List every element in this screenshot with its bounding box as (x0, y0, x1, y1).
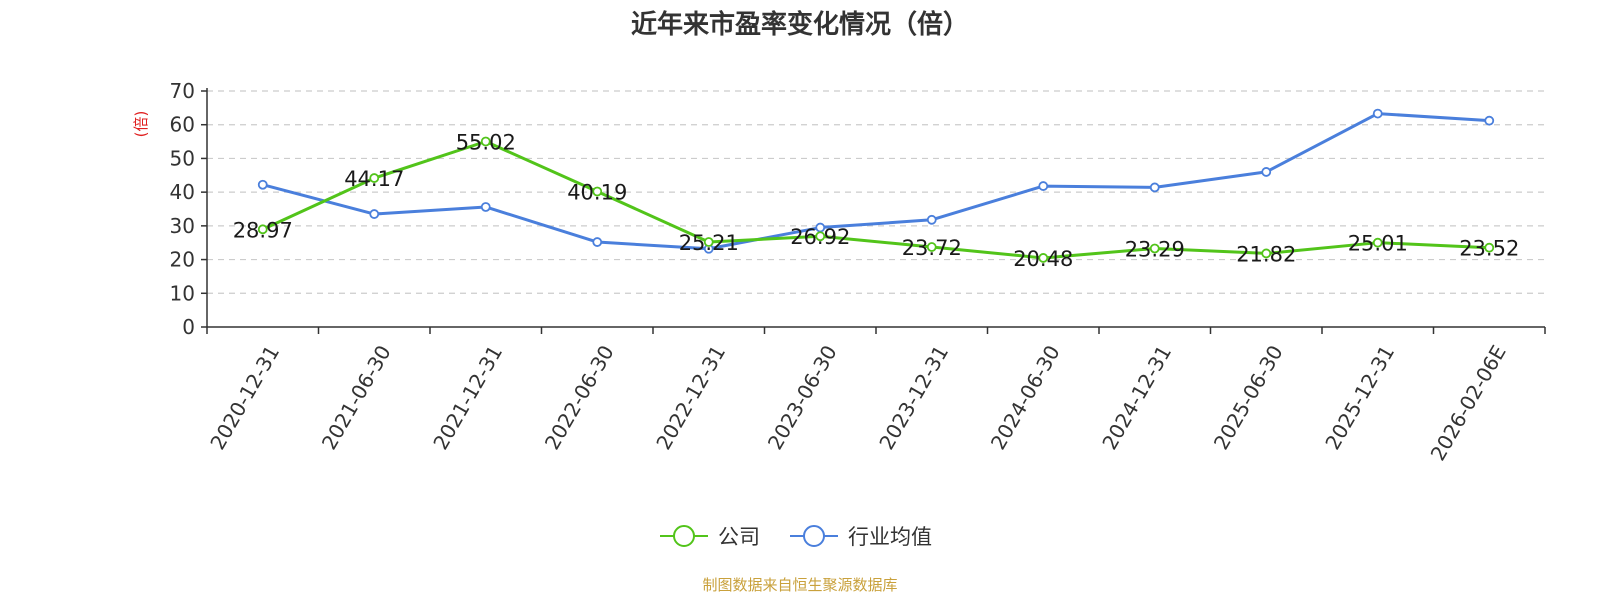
x-tick-label: 2022-12-31 (651, 341, 730, 454)
data-point (1038, 253, 1049, 263)
x-tick-label: 2025-12-31 (1320, 341, 1399, 454)
data-point (480, 136, 491, 147)
data-point (1261, 167, 1272, 177)
y-tick-label: 20 (170, 248, 195, 272)
x-tick-label: 2025-06-30 (1209, 341, 1288, 454)
x-tick-label: 2023-12-31 (874, 341, 953, 454)
data-label: 20.48 (1013, 247, 1073, 271)
data-point (815, 231, 826, 242)
data-label: 23.72 (902, 236, 962, 260)
data-point (1372, 108, 1383, 119)
data-point (1149, 243, 1160, 254)
series-line (262, 112, 1490, 251)
data-point (703, 237, 714, 247)
x-tick-label: 2024-12-31 (1097, 341, 1176, 454)
y-tick-label: 40 (170, 180, 195, 204)
y-tick-label: 0 (182, 315, 195, 339)
data-point (926, 214, 937, 225)
data-labels: 28.97 44.17 55.02 40.19 25.21 26.92 23.72 20.48… (233, 131, 1520, 271)
data-point (257, 224, 268, 235)
chart-title: 近年来市盈率变化情况（倍） (631, 9, 969, 40)
legend-marker-icon (673, 525, 695, 547)
data-label: 21.82 (1236, 242, 1296, 266)
x-tick-label: 2023-06-30 (763, 341, 842, 454)
data-label: 26.92 (790, 225, 850, 249)
data-label: 23.29 (1125, 237, 1185, 261)
y-tick-label: 10 (170, 281, 195, 305)
data-label: 28.97 (233, 218, 293, 242)
x-tick-label: 2021-06-30 (317, 341, 396, 454)
data-point (1372, 237, 1383, 248)
legend-marker-icon (803, 525, 825, 547)
series-layer (257, 108, 1495, 263)
data-point (257, 179, 268, 190)
data-label: 25.01 (1348, 232, 1408, 256)
axes: 0 10 20 30 40 50 60 70 2020-12-31 2021-06-30 2021-… (170, 79, 1546, 465)
data-label: 44.17 (344, 167, 404, 191)
legend-label: 公司 (718, 525, 760, 549)
data-point (592, 186, 603, 197)
data-label: 55.02 (456, 131, 516, 155)
y-tick-label: 70 (170, 79, 195, 103)
data-point (1261, 248, 1272, 259)
data-point (369, 209, 380, 219)
data-point (1484, 242, 1495, 253)
legend[interactable]: 公司 行业均值 (660, 525, 932, 549)
data-label: 40.19 (567, 181, 627, 205)
data-point (1149, 182, 1160, 193)
series-line (262, 140, 1490, 260)
data-point (1038, 181, 1049, 191)
data-point (592, 237, 603, 247)
source-note: 制图数据来自恒生聚源数据库 (702, 576, 897, 594)
legend-label: 行业均值 (848, 525, 932, 549)
x-tick-label: 2022-06-30 (540, 341, 619, 454)
x-tick-label: 2020-12-31 (205, 341, 284, 454)
y-tick-label: 30 (170, 214, 195, 238)
data-point (926, 242, 937, 252)
data-point (369, 173, 380, 183)
data-label: 23.52 (1459, 237, 1519, 261)
y-tick-label: 50 (170, 146, 195, 170)
x-tick-label: 2021-12-31 (428, 341, 507, 454)
y-tick-label: 60 (170, 113, 195, 137)
y-axis-label: (倍) (132, 111, 150, 138)
data-point (480, 202, 491, 212)
x-tick-label: 2024-06-30 (986, 341, 1065, 454)
x-tick-label: 2026-02-06E (1426, 341, 1511, 465)
data-point (1484, 115, 1495, 126)
data-label: 25.21 (679, 231, 739, 255)
grid-lines (207, 90, 1545, 294)
